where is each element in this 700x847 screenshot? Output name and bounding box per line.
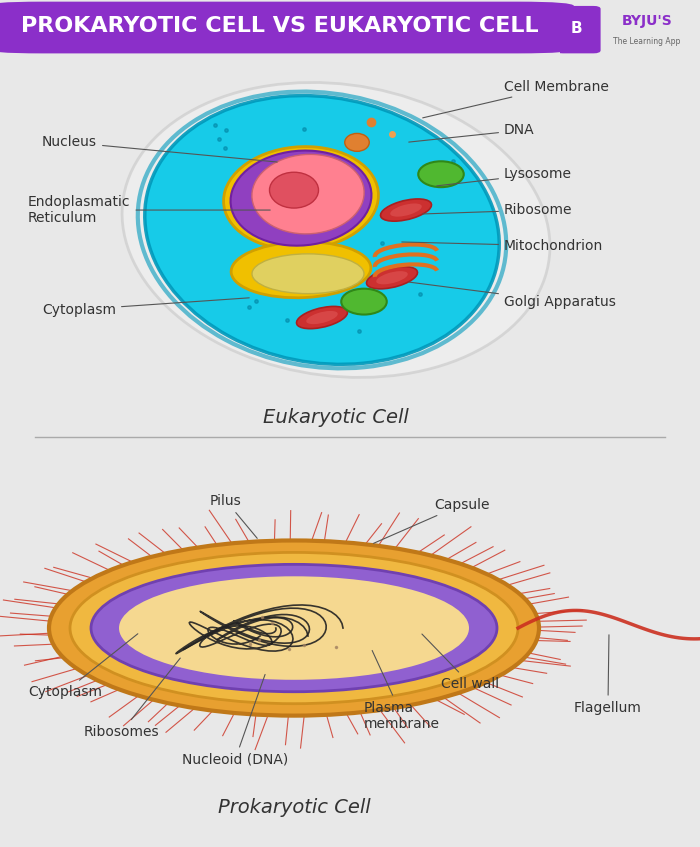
Ellipse shape xyxy=(344,134,370,152)
Text: Capsule: Capsule xyxy=(374,498,489,543)
Text: Ribosome: Ribosome xyxy=(423,203,573,217)
Ellipse shape xyxy=(252,254,364,294)
Text: PROKARYOTIC CELL VS EUKARYOTIC CELL: PROKARYOTIC CELL VS EUKARYOTIC CELL xyxy=(21,16,539,36)
Ellipse shape xyxy=(367,267,417,289)
Text: Ribosomes: Ribosomes xyxy=(84,658,181,739)
Text: Cell wall: Cell wall xyxy=(422,634,499,691)
Text: Lysosome: Lysosome xyxy=(437,167,572,185)
Text: BYJU'S: BYJU'S xyxy=(622,14,672,28)
Ellipse shape xyxy=(376,271,408,285)
Ellipse shape xyxy=(390,203,422,217)
FancyBboxPatch shape xyxy=(556,6,601,53)
Ellipse shape xyxy=(145,96,499,364)
Ellipse shape xyxy=(342,289,386,314)
Text: Nucleoid (DNA): Nucleoid (DNA) xyxy=(182,674,288,767)
Ellipse shape xyxy=(252,154,364,234)
Text: DNA: DNA xyxy=(409,124,535,142)
Text: Plasma
membrane: Plasma membrane xyxy=(364,650,440,731)
Text: Mitochondrion: Mitochondrion xyxy=(402,239,603,253)
Ellipse shape xyxy=(381,199,431,221)
Text: Cytoplasm: Cytoplasm xyxy=(42,298,249,317)
Ellipse shape xyxy=(270,172,318,208)
Ellipse shape xyxy=(230,151,372,246)
Ellipse shape xyxy=(223,147,379,250)
Text: Golgi Apparatus: Golgi Apparatus xyxy=(409,282,616,308)
Text: Cell Membrane: Cell Membrane xyxy=(423,80,609,118)
Ellipse shape xyxy=(231,241,371,298)
Ellipse shape xyxy=(91,564,497,692)
Ellipse shape xyxy=(119,576,469,680)
Text: B: B xyxy=(571,21,582,36)
Ellipse shape xyxy=(419,161,463,187)
Text: The Learning App: The Learning App xyxy=(613,37,680,46)
Text: Endoplasmatic
Reticulum: Endoplasmatic Reticulum xyxy=(28,195,270,225)
Ellipse shape xyxy=(49,540,539,716)
Ellipse shape xyxy=(297,307,347,329)
Text: Prokaryotic Cell: Prokaryotic Cell xyxy=(218,798,370,817)
Text: Cytoplasm: Cytoplasm xyxy=(28,634,138,699)
Ellipse shape xyxy=(122,82,550,378)
Text: Flagellum: Flagellum xyxy=(574,634,642,715)
Ellipse shape xyxy=(70,552,518,704)
Ellipse shape xyxy=(306,311,338,324)
FancyBboxPatch shape xyxy=(0,2,574,53)
Text: Nucleus: Nucleus xyxy=(42,136,277,162)
Text: Pilus: Pilus xyxy=(210,494,257,539)
Text: Eukaryotic Cell: Eukaryotic Cell xyxy=(263,407,409,427)
